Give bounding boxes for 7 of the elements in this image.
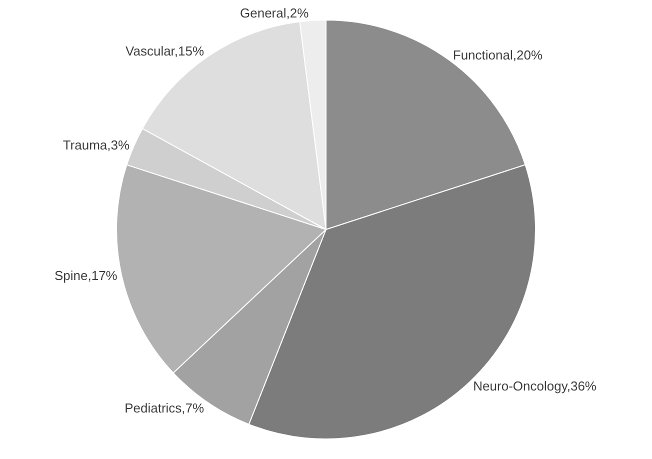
slice-label: Spine,17% — [54, 268, 118, 284]
slice-label: Neuro-Oncology,36% — [473, 378, 597, 394]
slice-label: General,2% — [240, 5, 310, 20]
slice-label: Functional,20% — [452, 48, 543, 63]
slice-label: Trauma,3% — [62, 138, 130, 153]
slice-label: Pediatrics,7% — [124, 400, 204, 416]
slice-label: Vascular,15% — [126, 44, 204, 59]
